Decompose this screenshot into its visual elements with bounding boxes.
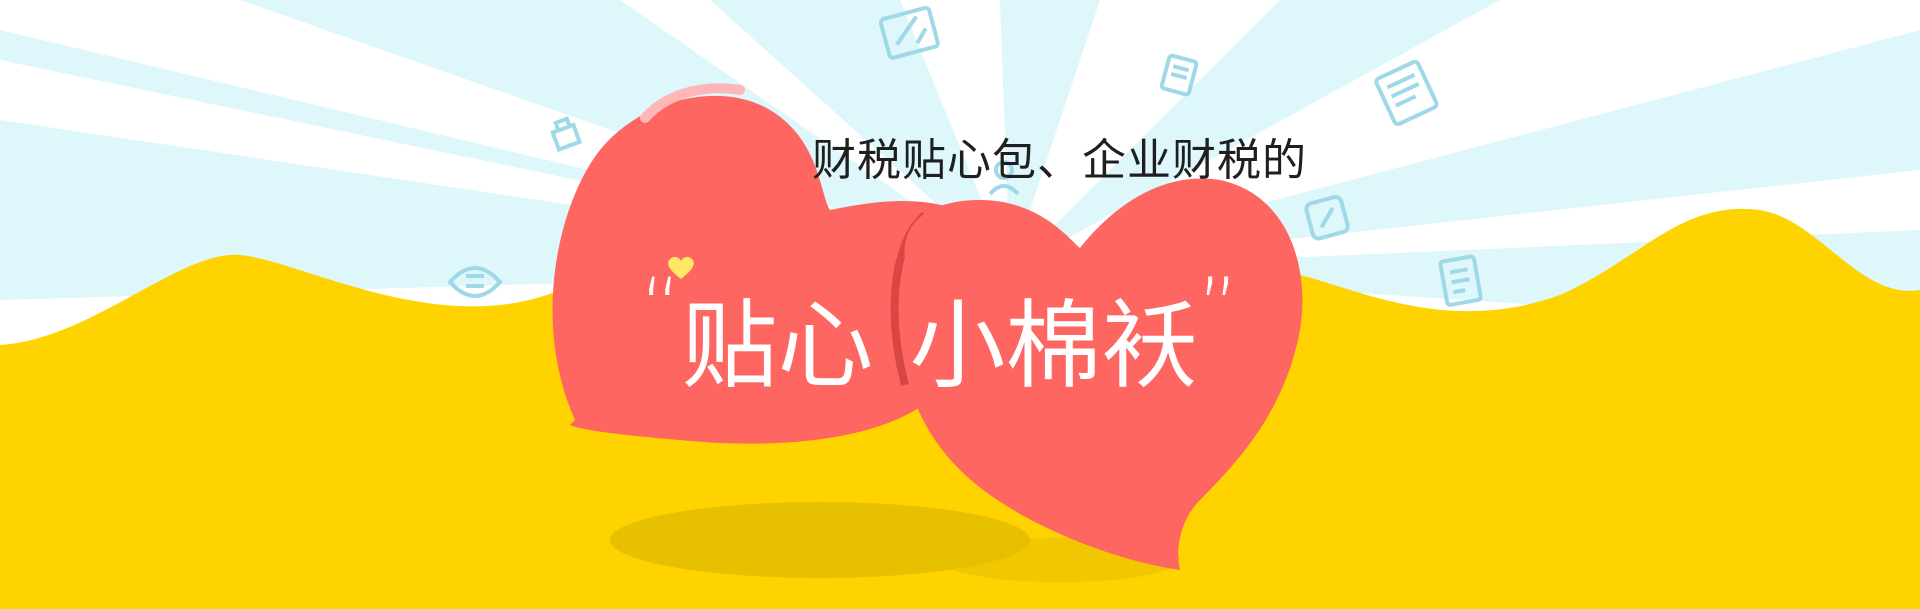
main-title: “ 贴心 小棉袄 ”	[640, 256, 1239, 407]
title-part-2: 小棉袄	[909, 290, 1198, 402]
receipt-icon	[1159, 53, 1199, 97]
back-heart	[552, 95, 1003, 444]
subtitle: 财税贴心包、企业财税的	[812, 135, 1307, 186]
edit-pen-icon	[1304, 195, 1350, 241]
heart-highlight	[640, 83, 745, 123]
open-quote: “	[640, 261, 682, 354]
tax-document-icon	[1374, 59, 1439, 126]
close-quote: ”	[1197, 261, 1239, 354]
tax-form-icon	[1438, 254, 1483, 307]
ground-shadow	[610, 502, 1030, 578]
building-icon	[550, 116, 583, 152]
invoice-badge-icon	[447, 266, 503, 298]
background-icons	[447, 5, 1483, 307]
pencil-note-icon	[878, 5, 940, 60]
title-part-1-wrap: 贴心	[668, 256, 874, 407]
person-icon	[988, 160, 1020, 196]
mini-heart-icon	[668, 256, 695, 279]
front-heart	[901, 178, 1303, 570]
title-part-1: 贴心	[681, 290, 874, 402]
